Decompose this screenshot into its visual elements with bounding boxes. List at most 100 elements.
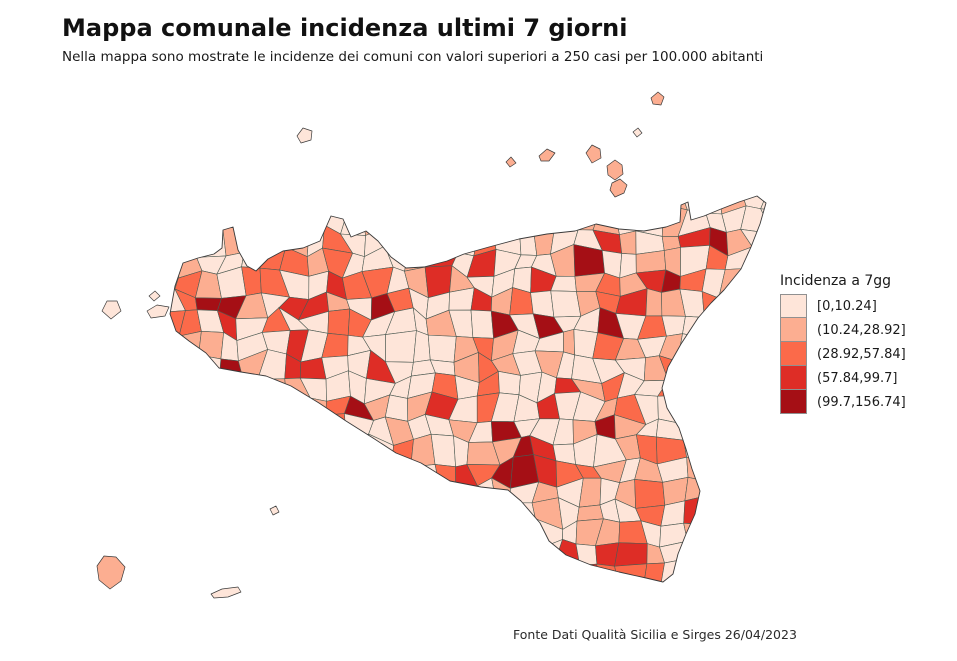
- legend-swatch: [780, 318, 807, 342]
- commune-cell: [453, 566, 476, 582]
- commune-cell: [577, 196, 603, 212]
- commune-cell: [239, 458, 267, 486]
- commune-cell: [551, 196, 585, 215]
- commune-cell: [175, 438, 201, 459]
- commune-cell: [683, 424, 708, 443]
- legend-item: (99.7,156.74]: [780, 390, 906, 414]
- commune-cell: [705, 523, 730, 545]
- commune-cell: [578, 477, 602, 508]
- commune-cell: [200, 584, 226, 613]
- commune-cell: [257, 461, 282, 488]
- commune-cell: [170, 561, 181, 582]
- legend-label: (10.24,28.92]: [817, 322, 906, 338]
- commune-cell: [686, 456, 711, 481]
- commune-cell: [170, 379, 183, 395]
- commune-cell: [170, 522, 184, 549]
- commune-cell: [170, 350, 184, 384]
- commune-cell: [298, 202, 333, 227]
- commune-cell: [635, 589, 668, 611]
- commune-cell: [467, 567, 501, 582]
- commune-cell: [509, 518, 536, 551]
- commune-cell: [320, 480, 348, 508]
- commune-cell: [434, 196, 457, 210]
- commune-cell: [746, 584, 767, 613]
- commune-cell: [498, 370, 521, 396]
- commune-cell: [767, 522, 790, 544]
- commune-cell: [470, 309, 494, 339]
- commune-cell: [215, 504, 248, 527]
- commune-cell: [298, 477, 329, 506]
- commune-cell: [179, 196, 199, 216]
- commune-cell: [405, 205, 437, 230]
- commune-cell: [406, 590, 436, 607]
- legend-item: (28.92,57.84]: [780, 342, 906, 366]
- commune-cell: [342, 546, 370, 573]
- commune-cell: [489, 591, 518, 614]
- commune-cell: [194, 204, 227, 227]
- commune-cell: [170, 204, 180, 235]
- commune-cell: [700, 335, 728, 355]
- commune-cell: [722, 335, 753, 355]
- commune-cell: [720, 477, 750, 509]
- commune-cell: [181, 529, 202, 545]
- island: [210, 586, 242, 599]
- commune-cell: [175, 391, 207, 426]
- commune-cell: [434, 204, 458, 235]
- commune-cell: [764, 476, 766, 499]
- commune-cell: [592, 204, 620, 235]
- commune-cell: [723, 379, 747, 405]
- commune-cell: [768, 438, 794, 462]
- commune-cell: [403, 196, 437, 209]
- commune-cell: [739, 416, 766, 443]
- commune-cell: [279, 564, 306, 582]
- commune-cell: [698, 565, 730, 582]
- commune-cell: [699, 381, 732, 399]
- commune-cell: [479, 204, 500, 233]
- commune-cell: [194, 374, 228, 405]
- commune-cell: [497, 538, 522, 569]
- commune-cell: [361, 203, 394, 236]
- commune-cell: [761, 416, 766, 446]
- commune-cell: [172, 565, 203, 582]
- commune-cell: [410, 433, 436, 468]
- commune-cell: [384, 499, 415, 528]
- commune-cell: [705, 196, 723, 215]
- commune-cell: [702, 496, 730, 526]
- commune-cell: [764, 456, 766, 486]
- commune-cell: [280, 196, 301, 210]
- commune-cell: [446, 196, 480, 208]
- commune-cell: [343, 196, 363, 212]
- commune-cell: [239, 223, 263, 253]
- commune-cell: [454, 485, 480, 506]
- commune-cell: [194, 196, 227, 216]
- commune-cell: [407, 559, 435, 582]
- commune-cell: [434, 225, 459, 253]
- commune-cell: [298, 498, 328, 527]
- commune-cell: [327, 461, 348, 485]
- commune-cell: [384, 223, 410, 251]
- commune-cell: [216, 420, 248, 440]
- commune-cell: [369, 539, 394, 563]
- commune-cell: [645, 288, 663, 317]
- commune-cell: [518, 585, 542, 614]
- island: [269, 505, 280, 516]
- commune-cell: [257, 540, 286, 566]
- commune-cell: [196, 223, 227, 258]
- commune-cell: [279, 458, 308, 488]
- commune-cell: [219, 437, 243, 460]
- page-subtitle: Nella mappa sono mostrate le incidenze d…: [62, 49, 764, 65]
- commune-cell: [724, 570, 750, 582]
- commune-cell: [387, 480, 412, 501]
- commune-cell: [367, 460, 394, 482]
- commune-cell: [702, 480, 729, 508]
- commune-cell: [222, 457, 248, 485]
- commune-cell: [470, 588, 494, 613]
- island: [650, 91, 665, 106]
- island: [96, 555, 126, 590]
- commune-cell: [178, 381, 199, 405]
- commune-cell: [222, 204, 243, 227]
- commune-cell: [197, 354, 222, 383]
- commune-cell: [170, 542, 183, 568]
- sicily-coastline: [169, 195, 767, 583]
